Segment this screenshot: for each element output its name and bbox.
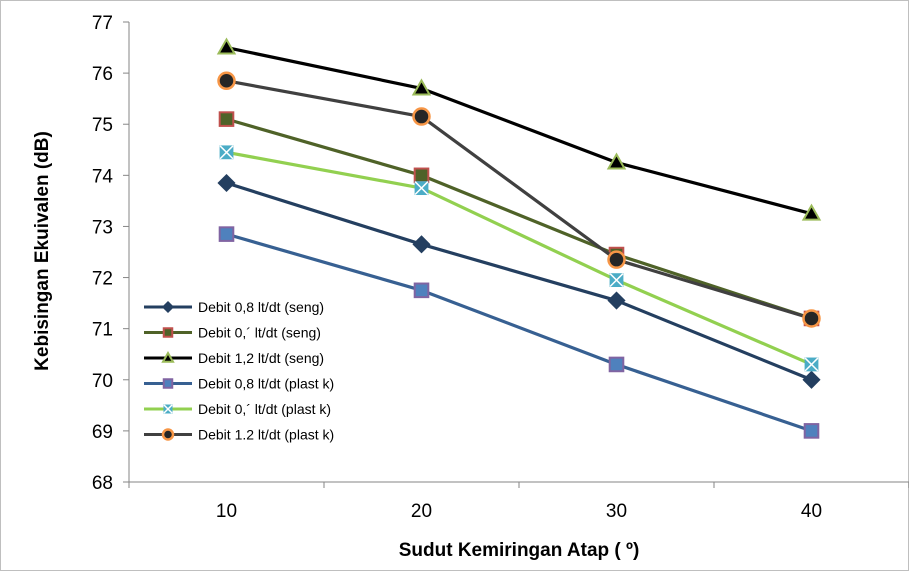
- y-tick-label: 71: [92, 320, 113, 341]
- y-tick-label: 74: [92, 166, 114, 187]
- data-point: [607, 291, 626, 310]
- data-point: [218, 226, 235, 242]
- data-point: [217, 173, 236, 193]
- axes: 68 69 70 71 72 73 74 75 76 77 10 20 30 40: [92, 13, 909, 522]
- series-5: [219, 145, 819, 372]
- data-point: [413, 282, 430, 299]
- series-4: [218, 226, 820, 439]
- data-point: [163, 404, 173, 414]
- y-tick-label: 72: [92, 269, 113, 290]
- series-lines: [216, 37, 822, 439]
- series-3: [216, 37, 822, 221]
- data-point: [802, 370, 821, 389]
- data-point: [411, 78, 432, 96]
- series-1: [217, 173, 821, 389]
- series-line: [226, 181, 813, 382]
- x-tick-label: 30: [606, 501, 627, 522]
- legend-label: Debit 0,8 lt/dt (seng): [198, 299, 324, 315]
- series-line: [226, 79, 812, 320]
- x-tick-label: 10: [216, 501, 237, 522]
- x-tick-label: 40: [801, 501, 822, 522]
- legend-item: Debit 1,2 lt/dt (seng): [144, 350, 324, 366]
- legend-label: Debit 1.2 lt/dt (plast k): [198, 427, 334, 443]
- series-line: [226, 232, 813, 433]
- data-point: [412, 107, 431, 126]
- data-point: [219, 145, 234, 160]
- data-point: [804, 357, 819, 372]
- data-point: [607, 250, 626, 269]
- data-point: [413, 167, 430, 184]
- y-tick-label: 76: [92, 64, 113, 85]
- y-tick-label: 70: [92, 371, 113, 392]
- data-point: [218, 111, 235, 127]
- y-tick-label: 68: [92, 473, 113, 494]
- data-point-cross: [804, 357, 819, 372]
- data-point: [606, 152, 627, 170]
- data-point: [414, 181, 429, 196]
- legend-label: Debit 0,8 lt/dt (plast k): [198, 376, 334, 392]
- legend-label: Debit 1,2 lt/dt (seng): [198, 350, 324, 366]
- legend-label: Debit 0,´ lt/dt (seng): [198, 325, 321, 341]
- data-point: [161, 300, 175, 314]
- data-point: [801, 203, 822, 221]
- y-tick-label: 69: [92, 422, 113, 443]
- data-point: [217, 71, 236, 91]
- series-6: [217, 71, 821, 328]
- y-tick-label: 73: [92, 217, 113, 238]
- series-line: [226, 45, 812, 216]
- y-axis-title: Kebisingan Ekuivalen (dB): [32, 131, 53, 371]
- legend-item: Debit 1.2 lt/dt (plast k): [144, 427, 334, 443]
- y-tick-label: 75: [92, 115, 113, 136]
- data-point: [802, 309, 821, 328]
- data-point: [609, 273, 624, 288]
- data-point: [803, 423, 820, 439]
- data-point: [162, 378, 174, 389]
- data-point: [608, 356, 625, 373]
- data-point: [216, 37, 237, 55]
- data-point: [161, 428, 175, 441]
- legend-label: Debit 0,´ lt/dt (plast k): [198, 401, 331, 417]
- data-point-cross: [163, 404, 173, 414]
- data-point-cross: [219, 145, 234, 160]
- data-point: [412, 235, 431, 254]
- data-point: [162, 327, 174, 338]
- data-point-cross: [609, 273, 624, 288]
- series-line: [226, 150, 813, 366]
- series-line: [226, 117, 812, 320]
- x-tick-label: 20: [411, 501, 432, 522]
- legend: Debit 0,8 lt/dt (seng) Debit 0,´ lt/dt (s…: [144, 299, 334, 443]
- x-axis-title: Sudut Kemiringan Atap ( º): [399, 540, 640, 561]
- y-tick-label: 77: [92, 13, 113, 34]
- legend-item: Debit 0,´ lt/dt (plast k): [144, 401, 331, 417]
- data-point: [161, 350, 175, 363]
- legend-item: Debit 0,8 lt/dt (seng): [144, 299, 324, 315]
- data-point-cross: [414, 181, 429, 196]
- legend-item: Debit 0,8 lt/dt (plast k): [144, 376, 334, 392]
- legend-item: Debit 0,´ lt/dt (seng): [144, 325, 321, 341]
